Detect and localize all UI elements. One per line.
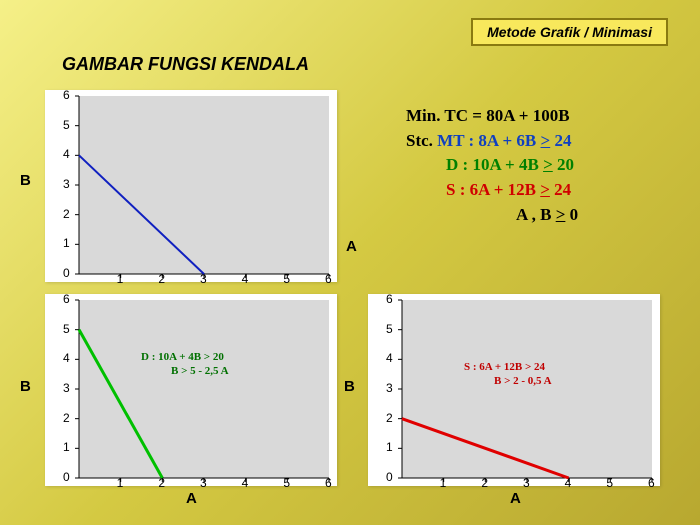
formula-min: Min. TC = 80A + 100B [406,104,578,129]
chart2-svg [45,294,337,486]
chart2-annot: D : 10A + 4B > 20 B > 5 - 2,5 A [141,350,229,379]
chart-top: 0123456123456 [45,90,337,282]
chart3-ylabel: B [344,378,355,395]
formula-block: Min. TC = 80A + 100B Stc. MT : 8A + 6B >… [406,104,578,227]
formula-mt: Stc. MT : 8A + 6B > 24 [406,129,578,154]
chart-bottom-left: D : 10A + 4B > 20 B > 5 - 2,5 A 01234561… [45,294,337,486]
chart-top-svg [45,90,337,282]
formula-s: S : 6A + 12B > 24 [406,178,578,203]
chart3-annot: S : 6A + 12B > 24 B > 2 - 0,5 A [464,360,552,389]
chart3-xlabel: A [510,490,521,507]
chart-top-ylabel: B [20,172,31,189]
chart2-xlabel: A [186,490,197,507]
chart2-ylabel: B [20,378,31,395]
formula-d: D : 10A + 4B > 20 [406,153,578,178]
page-title: GAMBAR FUNGSI KENDALA [62,54,309,75]
method-banner: Metode Grafik / Minimasi [471,18,668,46]
chart-bottom-right: S : 6A + 12B > 24 B > 2 - 0,5 A 01234561… [368,294,660,486]
chart3-svg [368,294,660,486]
chart-top-xlabel: A [346,238,357,255]
formula-nonneg: A , B > 0 [406,203,578,228]
